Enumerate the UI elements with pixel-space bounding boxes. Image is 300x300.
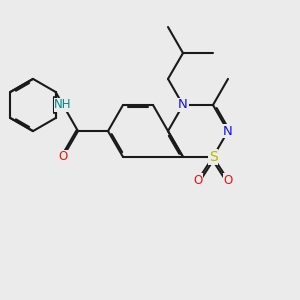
Text: O: O <box>224 173 232 187</box>
Text: O: O <box>58 150 68 164</box>
Text: NH: NH <box>54 98 72 112</box>
Text: O: O <box>194 173 202 187</box>
Text: N: N <box>223 124 233 138</box>
Text: S: S <box>208 150 217 164</box>
Text: N: N <box>178 98 188 112</box>
